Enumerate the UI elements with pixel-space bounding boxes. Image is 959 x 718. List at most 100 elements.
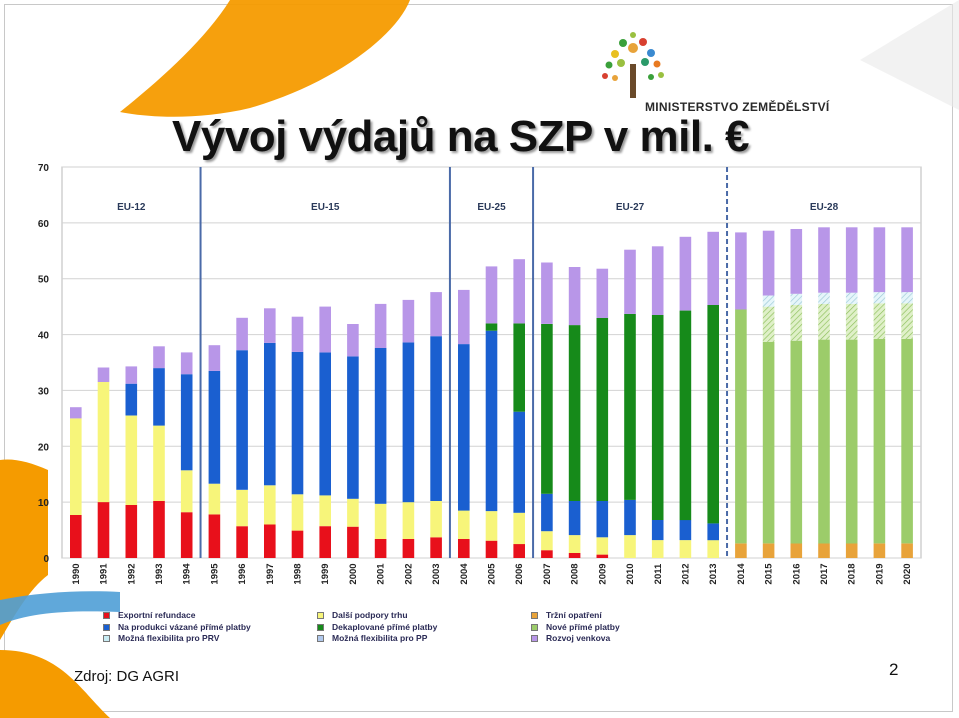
bar-segment	[264, 524, 276, 558]
bar-segment	[125, 366, 138, 384]
legend-label: Tržní opatření	[546, 610, 602, 620]
bar-segment	[374, 303, 387, 348]
bar-segment	[568, 325, 581, 501]
bar-segment	[596, 554, 609, 558]
bar-segment	[430, 537, 442, 558]
bar-segment	[264, 308, 276, 343]
legend-item: Nové přímé platby	[531, 622, 620, 632]
x-tick-label: 2012	[680, 563, 691, 584]
x-tick-label: 2000	[348, 563, 359, 584]
bar-segment	[541, 493, 553, 532]
x-tick-label: 2016	[791, 563, 802, 584]
bar-segment	[430, 336, 442, 501]
bar-segment	[679, 540, 692, 558]
bar-segment	[790, 229, 803, 294]
bar-segment	[485, 540, 498, 558]
bar-segment	[70, 407, 82, 419]
x-tick-label: 2001	[376, 563, 387, 585]
bar-segment	[873, 339, 886, 544]
bar-segment	[291, 316, 304, 352]
bar-segment	[458, 510, 470, 539]
bar-segment	[901, 227, 913, 293]
bar-segment	[430, 501, 442, 538]
bar-segment	[291, 530, 304, 558]
bar-segment	[651, 540, 664, 558]
bar-segment	[236, 317, 248, 351]
x-tick-label: 1995	[209, 563, 220, 585]
bar-segment	[70, 418, 82, 515]
bar-segment	[873, 227, 886, 293]
bar-segment	[458, 344, 470, 511]
y-tick-label: 60	[38, 219, 50, 230]
bar-segment	[402, 539, 415, 558]
x-tick-label: 1997	[265, 563, 276, 584]
bar-segment	[347, 324, 359, 357]
legend-item: Tržní opatření	[531, 610, 602, 620]
slide-title: Vývoj výdajů na SZP v mil. €	[172, 112, 750, 161]
x-tick-label: 1994	[182, 563, 193, 585]
legend-item: Na produkci vázané přímé platby	[103, 622, 251, 632]
bar-segment	[402, 299, 415, 343]
bar-segment	[264, 342, 276, 486]
x-tick-label: 2015	[764, 563, 775, 585]
bar-segment	[236, 489, 248, 527]
bar-segment	[208, 345, 221, 371]
bar-segment	[762, 306, 775, 342]
legend-item: Možná flexibilita pro PRV	[103, 633, 219, 643]
bar-segment	[264, 485, 276, 525]
bar-segment	[818, 339, 830, 544]
bar-segment	[901, 543, 913, 558]
source-note: Zdroj: DG AGRI	[74, 668, 180, 685]
era-label: EU-25	[477, 202, 506, 213]
bar-segment	[485, 511, 498, 541]
bar-segment	[513, 259, 525, 324]
bar-segment	[374, 503, 387, 539]
bar-segment	[97, 382, 110, 503]
bar-segment	[818, 227, 830, 293]
x-tick-label: 2019	[874, 563, 885, 584]
bar-segment	[541, 531, 553, 551]
bar-segment	[70, 515, 82, 558]
x-tick-label: 2009	[597, 563, 608, 584]
bar-segment	[374, 539, 387, 558]
legend-label: Další podpory trhu	[332, 610, 408, 620]
bar-segment	[845, 303, 858, 340]
bar-segment	[402, 342, 415, 503]
bar-segment	[208, 370, 221, 484]
bar-segment	[208, 514, 221, 558]
bar-segment	[430, 292, 442, 337]
era-label: EU-28	[810, 202, 839, 213]
bar-segment	[845, 339, 858, 544]
x-tick-label: 2017	[819, 563, 830, 584]
legend-label: Exportní refundace	[118, 610, 196, 620]
bar-segment	[513, 411, 525, 513]
x-tick-label: 2003	[431, 563, 442, 584]
bar-segment	[291, 351, 304, 495]
legend-item: Další podpory trhu	[317, 610, 408, 620]
bar-segment	[153, 501, 165, 558]
bar-segment	[485, 266, 498, 324]
legend-swatch	[531, 634, 538, 642]
bar-segment	[651, 246, 664, 315]
ministry-logo-tree-icon	[602, 32, 664, 98]
x-tick-label: 1991	[99, 563, 110, 585]
bar-segment	[125, 504, 138, 558]
bar-segment	[762, 230, 775, 296]
bar-segment	[291, 494, 304, 531]
bar-segment	[541, 324, 553, 494]
legend-item: Rozvoj venkova	[531, 633, 610, 643]
x-tick-label: 1993	[154, 563, 165, 584]
x-tick-label: 1990	[71, 563, 82, 584]
bar-segment	[596, 501, 609, 538]
x-tick-label: 1998	[293, 563, 304, 584]
bar-segment	[818, 292, 830, 304]
bar-segment	[845, 543, 858, 558]
bar-segment	[347, 356, 359, 499]
bar-segment	[790, 293, 803, 305]
bar-segment	[762, 543, 775, 558]
bar-segment	[651, 315, 664, 520]
bar-segment	[873, 543, 886, 558]
x-tick-label: 1999	[320, 563, 331, 584]
